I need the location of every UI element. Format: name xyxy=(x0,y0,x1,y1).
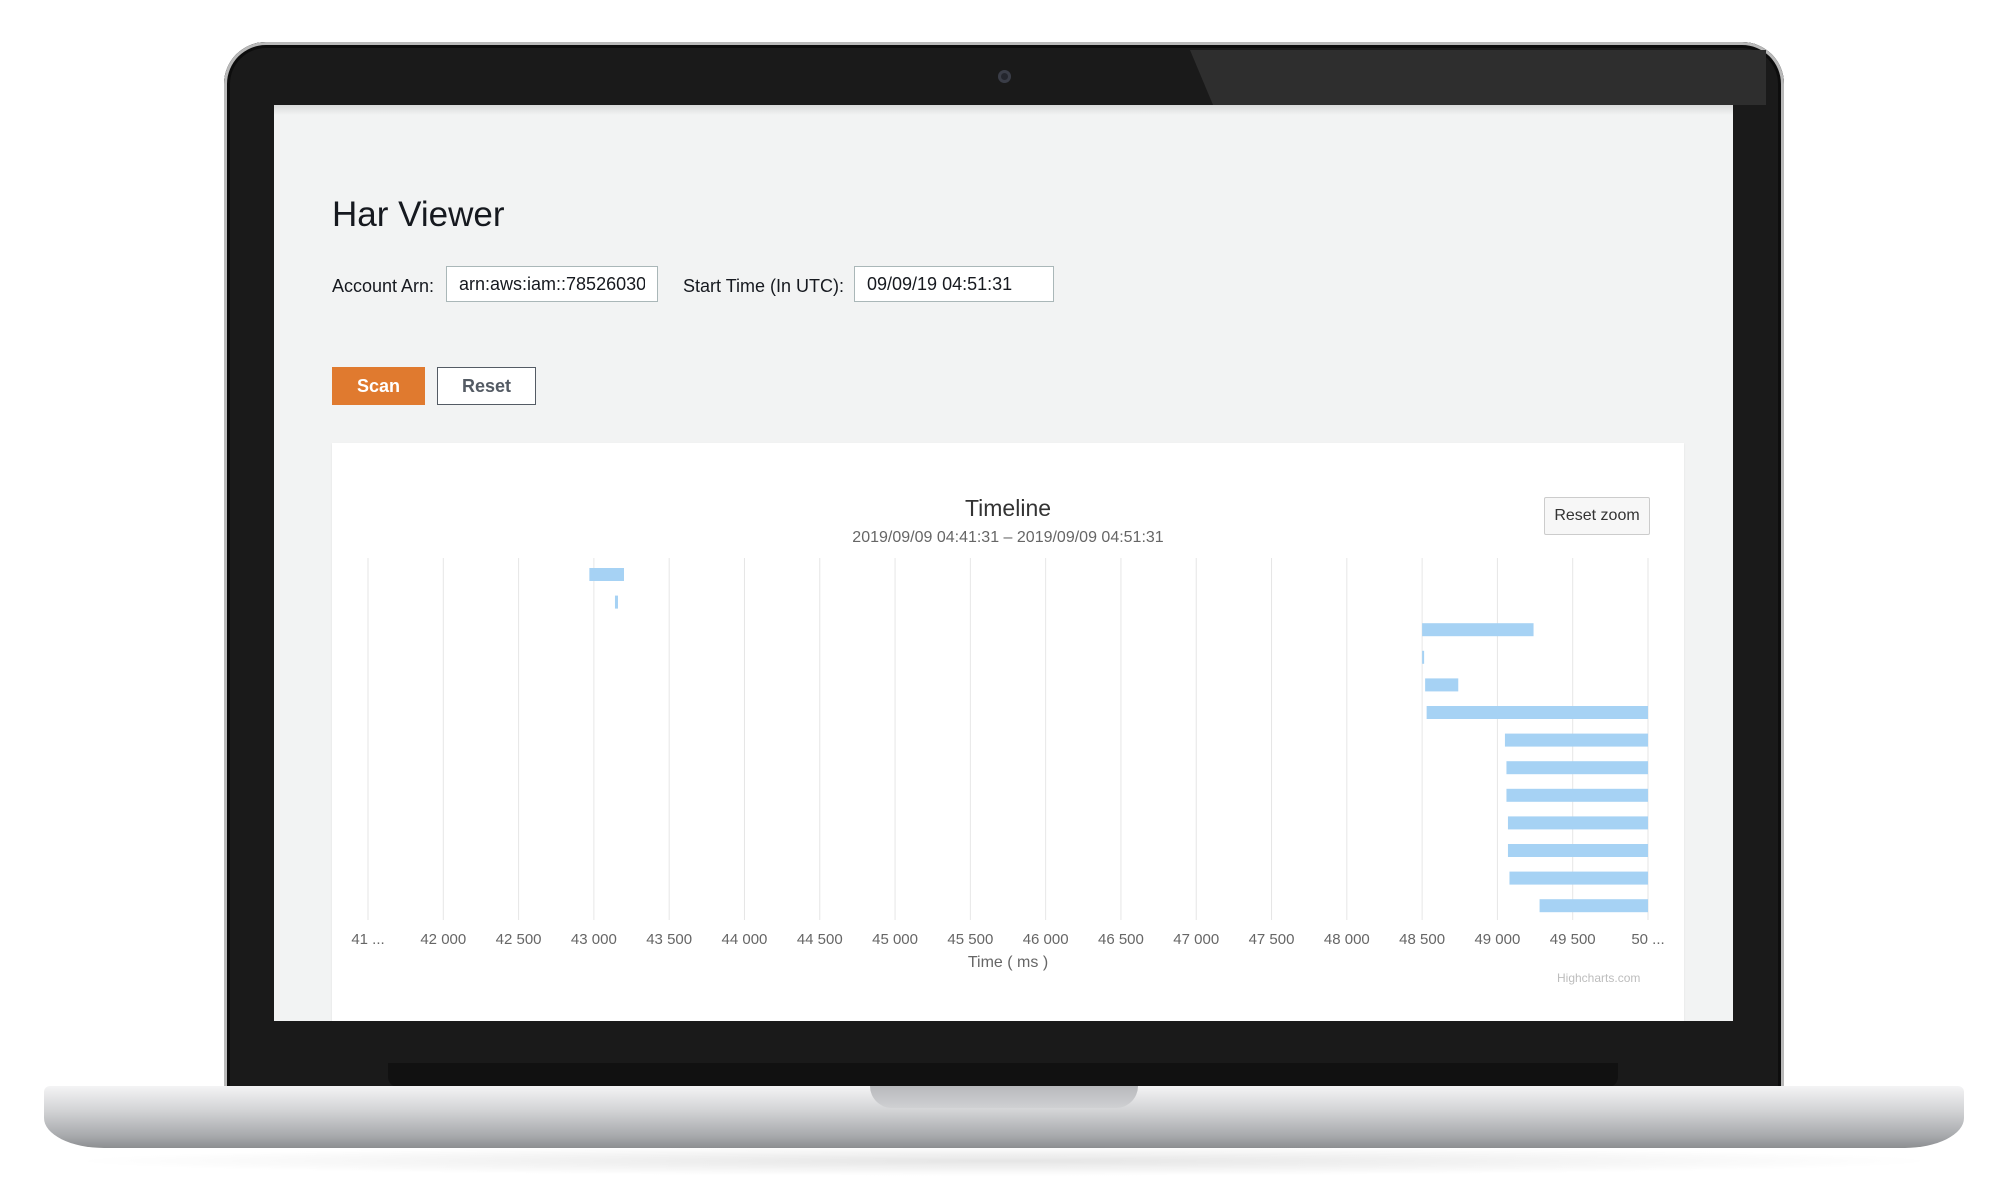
x-axis-title: Time ( ms ) xyxy=(967,954,1049,971)
x-tick-label: 42 500 xyxy=(496,931,542,948)
chart-credits: Highcharts.com xyxy=(1557,971,1641,985)
timeline-bar[interactable] xyxy=(1426,706,1648,719)
x-tick-label: 47 500 xyxy=(1249,931,1295,948)
x-tick-label: 41 ... xyxy=(351,931,384,948)
laptop-hinge xyxy=(388,1063,1618,1087)
reset-button[interactable]: Reset xyxy=(437,367,536,405)
x-tick-label: 48 000 xyxy=(1324,931,1370,948)
app-screen: Har Viewer Account Arn: Start Time (In U… xyxy=(274,105,1733,1021)
chart-title: Timeline xyxy=(964,495,1052,521)
timeline-bar[interactable] xyxy=(614,595,618,609)
lid-reflection xyxy=(1190,50,1766,105)
timeline-chart: Timeline 2019/09/09 04:41:31 – 2019/09/0… xyxy=(332,443,1684,1021)
timeline-bar[interactable] xyxy=(1506,761,1648,775)
page-title: Har Viewer xyxy=(332,195,505,234)
timeline-bar[interactable] xyxy=(589,568,624,581)
x-tick-label: 42 000 xyxy=(420,931,466,948)
laptop-shadow xyxy=(60,1146,1948,1176)
timeline-bar[interactable] xyxy=(1539,899,1648,913)
timeline-bar[interactable] xyxy=(1422,650,1425,664)
timeline-bar[interactable] xyxy=(1509,871,1648,885)
camera-icon xyxy=(998,70,1011,83)
x-tick-label: 46 000 xyxy=(1023,931,1069,948)
x-tick-label: 44 500 xyxy=(797,931,843,948)
x-tick-label: 50 ... xyxy=(1631,931,1664,948)
x-tick-label: 48 500 xyxy=(1399,931,1445,948)
reset-zoom-button[interactable]: Reset zoom xyxy=(1544,497,1650,535)
timeline-bar[interactable] xyxy=(1504,733,1648,747)
x-tick-label: 49 500 xyxy=(1550,931,1596,948)
x-tick-label: 44 000 xyxy=(722,931,768,948)
timeline-bar[interactable] xyxy=(1506,788,1648,802)
chart-subtitle: 2019/09/09 04:41:31 – 2019/09/09 04:51:3… xyxy=(852,529,1164,546)
x-tick-label: 49 000 xyxy=(1474,931,1520,948)
account-arn-input[interactable] xyxy=(446,266,658,302)
x-tick-label: 43 500 xyxy=(646,931,692,948)
x-tick-label: 47 000 xyxy=(1173,931,1219,948)
scan-button[interactable]: Scan xyxy=(332,367,425,405)
timeline-bar[interactable] xyxy=(1507,816,1648,830)
start-time-input[interactable] xyxy=(854,266,1054,302)
start-time-label: Start Time (In UTC): xyxy=(683,276,845,296)
x-tick-label: 45 500 xyxy=(947,931,993,948)
timeline-bar[interactable] xyxy=(1425,678,1459,692)
x-tick-label: 43 000 xyxy=(571,931,617,948)
x-tick-label: 46 500 xyxy=(1098,931,1144,948)
screen-shade xyxy=(274,105,1733,115)
timeline-bar[interactable] xyxy=(1422,623,1534,637)
account-arn-label: Account Arn: xyxy=(332,276,435,296)
timeline-bar[interactable] xyxy=(1507,844,1648,857)
laptop-notch xyxy=(870,1086,1138,1108)
chart-plot-area[interactable]: 41 ... 42 000 42 500 43 000 43 500 44 000 44 5… xyxy=(332,443,1684,1021)
x-tick-label: 45 000 xyxy=(872,931,918,948)
